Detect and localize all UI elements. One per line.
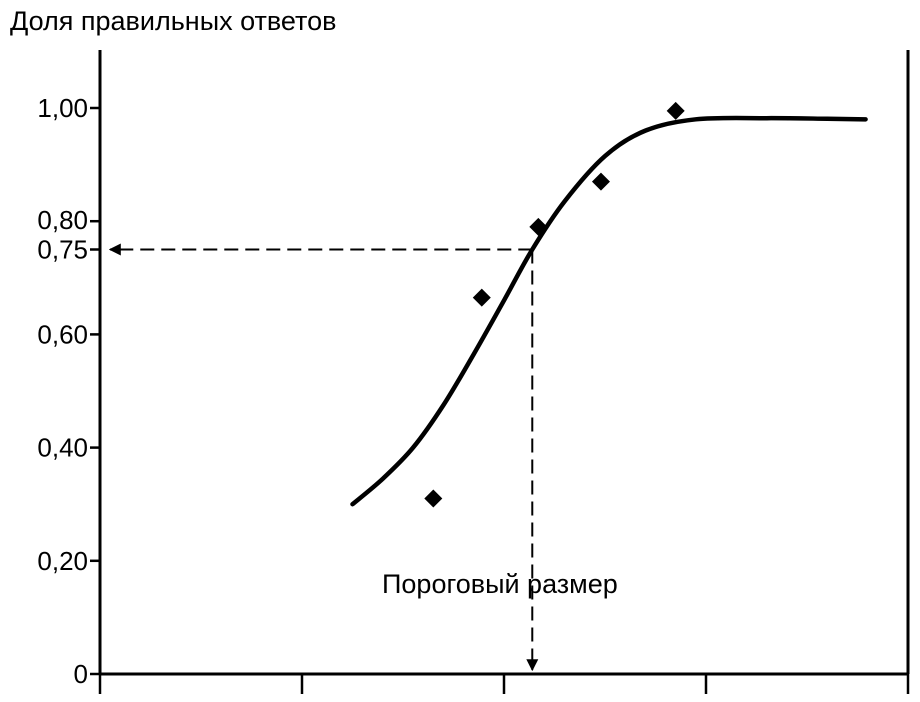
y-tick-label: 0,40 [37, 433, 88, 463]
axes: 0 0,20 0,40 0,60 0,750,80 1,00 [37, 50, 910, 694]
y-tick-label: 1,00 [37, 93, 88, 123]
threshold-guides [108, 243, 539, 672]
chart-title: Доля правильных ответов [10, 6, 336, 36]
threshold-annotation: Пороговый размер [382, 569, 618, 599]
data-point [666, 101, 685, 120]
fit-curve-line [350, 115, 868, 507]
data-points [424, 101, 685, 508]
data-point [529, 217, 548, 236]
data-point [591, 172, 610, 191]
y-tick-label: 0,75 [37, 235, 88, 265]
data-point [424, 489, 443, 508]
y-tick-label: 0,60 [37, 319, 88, 349]
y-tick-label: 0,80 [37, 205, 88, 235]
y-tick-label: 0,20 [37, 546, 88, 576]
y-tick-label: 0 [74, 659, 88, 689]
fit-curve [350, 115, 868, 507]
data-point [472, 288, 491, 307]
